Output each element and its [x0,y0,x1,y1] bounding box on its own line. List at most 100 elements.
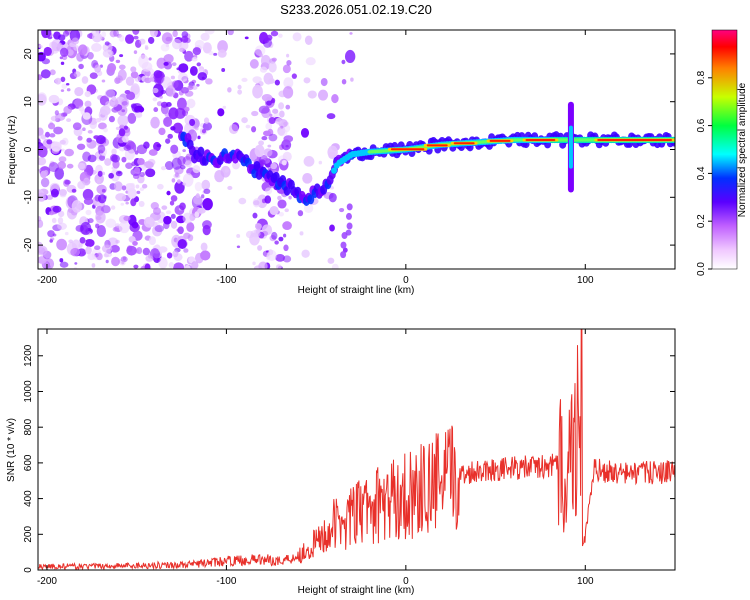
noise-blob [94,245,101,251]
noise-blob [133,166,141,174]
noise-blob [136,190,141,195]
noise-blob [202,220,212,230]
noise-blob [104,89,116,99]
noise-blob [131,103,143,113]
noise-blob [97,194,107,204]
noise-blob [38,157,47,166]
noise-blob [266,249,277,262]
colorbar-tick-label: 0.6 [696,118,707,132]
noise-blob [203,188,211,194]
noise-blob [201,179,211,191]
noise-blob [125,201,129,205]
noise-blob [132,240,138,246]
noise-blob [143,161,154,169]
noise-blob [252,84,263,99]
x-tick-label: -200 [37,275,57,286]
noise-blob [260,54,271,67]
noise-blob [40,69,51,79]
y-tick-label: 400 [23,490,34,507]
x-tick-label: 0 [403,576,409,587]
noise-blob [121,156,127,163]
ridge-core [453,142,475,145]
noise-blob [54,77,62,85]
noise-blob [115,126,121,131]
tail-blob [340,241,347,249]
noise-blob [170,126,176,131]
noise-blob [176,67,181,71]
ridge-core [597,138,672,141]
ridge-halo [253,160,261,171]
noise-blob [110,205,116,210]
noise-blob [148,236,156,246]
snr-frame [37,328,676,571]
noise-blob [108,115,115,123]
noise-blob [133,35,139,40]
noise-blob [302,172,313,184]
noise-blob [54,110,59,116]
noise-blob [163,116,173,128]
noise-blob [84,90,91,98]
noise-blob [317,89,329,101]
noise-blob [172,80,179,89]
noise-blob [114,77,121,84]
noise-blob [87,218,94,224]
ridge-mid [331,167,338,174]
noise-blob [227,30,234,36]
noise-blob [158,257,168,269]
ridge-core [525,138,556,141]
tail-blob [346,222,353,230]
noise-blob [163,61,169,66]
noise-blob [59,139,66,145]
noise-blob [94,64,102,73]
noise-blob [71,199,82,213]
noise-blob [176,179,181,184]
noise-blob [163,215,172,225]
noise-blob [291,73,297,79]
noise-blob [61,83,68,89]
noise-blob [263,148,273,157]
noise-blob [143,216,155,228]
noise-blob [111,96,117,101]
noise-blob [161,32,173,45]
noise-blob [201,128,207,134]
noise-blob [331,94,339,104]
noise-blob [278,102,285,110]
noise-blob [191,261,199,269]
noise-blob [118,128,126,137]
noise-blob [123,144,131,151]
noise-blob [138,54,149,69]
noise-blob [278,90,287,98]
noise-blob [320,77,328,87]
noise-blob [186,222,195,233]
noise-blob [278,33,283,38]
noise-blob [89,72,98,79]
noise-blob [59,261,69,268]
noise-blob [40,177,50,188]
noise-blob [194,211,200,218]
noise-blob [166,85,176,97]
noise-blob [196,83,200,87]
noise-blob [300,127,310,138]
noise-blob [128,188,137,199]
noise-blob [193,195,203,205]
noise-blob [83,197,94,205]
noise-blob [252,198,261,208]
noise-blob [282,221,292,231]
noise-blob [59,47,69,58]
noise-blob [327,257,335,264]
noise-blob [282,255,292,263]
noise-blob [57,161,67,170]
noise-blob [142,247,151,256]
noise-blob [96,179,101,185]
noise-blob [152,87,159,94]
noise-blob [57,217,64,225]
y-tick-label: -10 [23,190,34,205]
noise-blob [38,219,44,228]
noise-blob [281,159,287,166]
noise-blob [170,144,179,154]
noise-blob [113,30,119,37]
noise-blob [135,184,140,189]
noise-blob [280,125,284,129]
noise-blob [182,149,186,153]
noise-blob [66,118,72,123]
